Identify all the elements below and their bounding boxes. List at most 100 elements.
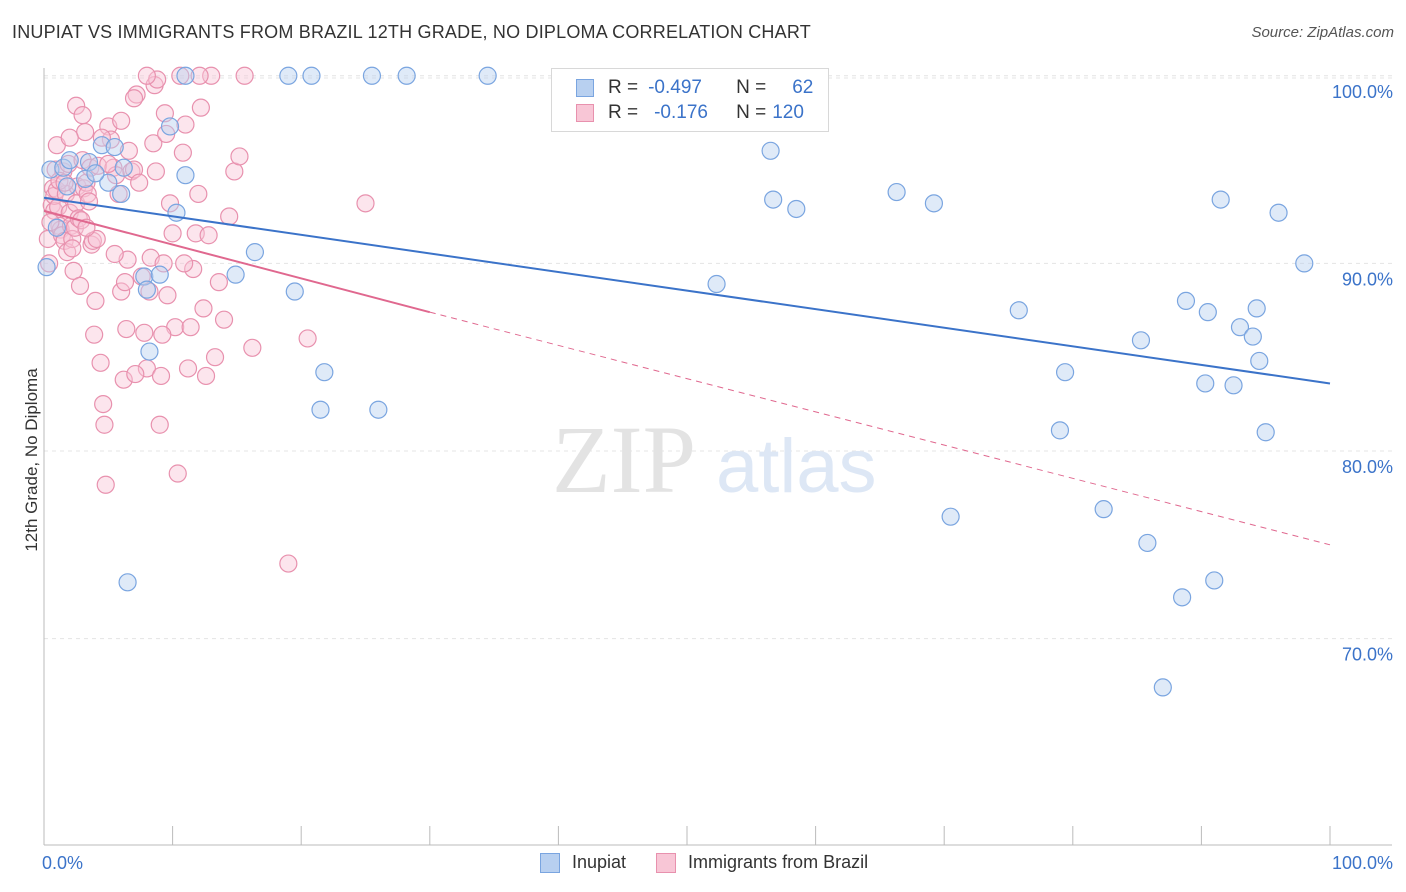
- n-value: 120: [772, 102, 804, 123]
- brazil-point: [230, 147, 249, 166]
- brazil-point: [144, 134, 163, 153]
- inupiat-point: [1173, 588, 1192, 607]
- watermark-atlas: atlas: [716, 424, 877, 509]
- inupiat-point: [1230, 318, 1250, 337]
- brazil-point: [85, 325, 104, 344]
- inupiat-point: [941, 507, 960, 526]
- inupiat-point: [1196, 374, 1215, 393]
- inupiat-swatch: [576, 79, 594, 97]
- inupiat-trend-line: [43, 196, 1331, 385]
- r-label: R =: [608, 102, 639, 123]
- inupiat-point: [311, 400, 330, 419]
- r-value: -0.497: [648, 77, 702, 98]
- inupiat-point: [1269, 203, 1288, 222]
- brazil-point: [64, 261, 83, 280]
- brazil-point: [148, 70, 167, 89]
- brazil-point: [146, 162, 165, 181]
- inupiat-point: [114, 158, 133, 177]
- trend-lines: [43, 196, 1331, 546]
- inupiat-point: [1256, 423, 1275, 442]
- brazil-point: [158, 286, 177, 305]
- brazil-point: [96, 475, 115, 494]
- inupiat-point: [86, 164, 105, 183]
- correlation-legend: R = -0.497 N = 62 R = -0.176 N = 120: [551, 68, 829, 132]
- inupiat-point: [285, 282, 304, 301]
- inupiat-point: [1176, 291, 1196, 311]
- brazil-point: [163, 224, 182, 243]
- inupiat-point: [1224, 376, 1243, 395]
- inupiat-point: [1295, 254, 1314, 273]
- brazil-point: [137, 66, 156, 85]
- inupiat-point: [176, 166, 195, 185]
- y-tick-label: 100.0%: [1332, 82, 1393, 102]
- brazil-point: [126, 364, 145, 384]
- brazil-point: [70, 276, 90, 295]
- brazil-point: [205, 348, 225, 367]
- inupiat-legend-swatch: [540, 852, 560, 873]
- brazil-point: [356, 194, 375, 213]
- brazil-point: [105, 244, 124, 264]
- brazil-point: [190, 66, 209, 85]
- inupiat-point: [1250, 351, 1269, 371]
- y-axis-label: 12th Grade, No Diploma: [22, 368, 41, 552]
- brazil-point: [117, 319, 136, 339]
- brazil-point: [194, 299, 213, 318]
- brazil-point: [184, 259, 203, 279]
- brazil-legend-swatch: [656, 852, 677, 873]
- inupiat-point: [787, 199, 806, 219]
- brazil-point: [91, 353, 110, 372]
- brazil-point: [130, 173, 149, 192]
- brazil-point: [279, 554, 298, 573]
- inupiat-point: [761, 141, 780, 160]
- inupiat-point: [279, 66, 298, 85]
- inupiat-point: [924, 194, 944, 213]
- x-tick-label: 0.0%: [42, 853, 83, 873]
- watermark-zip: ZIP: [552, 406, 696, 513]
- chart-title: INUPIAT VS IMMIGRANTS FROM BRAZIL 12TH G…: [12, 22, 811, 42]
- brazil-point: [76, 122, 95, 142]
- n-value: 62: [792, 77, 814, 98]
- inupiat-point: [105, 137, 124, 157]
- inupiat-point: [58, 177, 77, 196]
- brazil-point: [196, 366, 216, 386]
- inupiat-point: [226, 265, 245, 284]
- brazil-point: [86, 291, 105, 311]
- inupiat-point: [1198, 303, 1217, 322]
- brazil-point: [135, 323, 154, 342]
- inupiat-point: [1153, 678, 1172, 697]
- brazil-trend-line-extension: [429, 311, 1331, 546]
- brazil-point: [173, 143, 192, 162]
- inupiat-point: [707, 274, 726, 294]
- brazil-point: [79, 192, 99, 211]
- inupiat-legend-label: Inupiat: [572, 852, 627, 872]
- brazil-legend-label: Immigrants from Brazil: [688, 852, 869, 872]
- brazil-point: [176, 115, 195, 134]
- brazil-point: [94, 394, 113, 414]
- inupiat-point: [315, 363, 334, 382]
- brazil-point: [112, 111, 131, 130]
- brazil-point: [99, 154, 118, 174]
- inupiat-point: [887, 182, 906, 202]
- inupiat-point: [1243, 327, 1262, 346]
- brazil-point: [153, 325, 172, 344]
- brazil-point: [95, 415, 114, 434]
- source-label: Source: ZipAtlas.com: [1251, 24, 1394, 41]
- bottom-legend: Inupiat Immigrants from Brazil: [540, 852, 868, 873]
- series-immigrants-from-brazil: [38, 66, 375, 573]
- inupiat-point: [47, 218, 66, 237]
- r-value: -0.176: [654, 102, 708, 123]
- inupiat-point: [397, 66, 416, 85]
- brazil-point: [154, 254, 173, 273]
- inupiat-point: [478, 66, 497, 85]
- brazil-point: [119, 141, 138, 160]
- inupiat-point: [1009, 301, 1028, 320]
- brazil-point: [114, 370, 133, 389]
- inupiat-point: [160, 117, 180, 136]
- inupiat-point: [112, 184, 131, 204]
- inupiat-point: [245, 243, 265, 262]
- brazil-point: [78, 184, 97, 204]
- x-tick-label: 100.0%: [1332, 853, 1393, 873]
- tick-labels: 70.0% 80.0% 90.0% 100.0% 0.0% 100.0% 12th Grad…: [22, 82, 1393, 873]
- axes: [43, 68, 1392, 846]
- inupiat-point: [764, 190, 783, 209]
